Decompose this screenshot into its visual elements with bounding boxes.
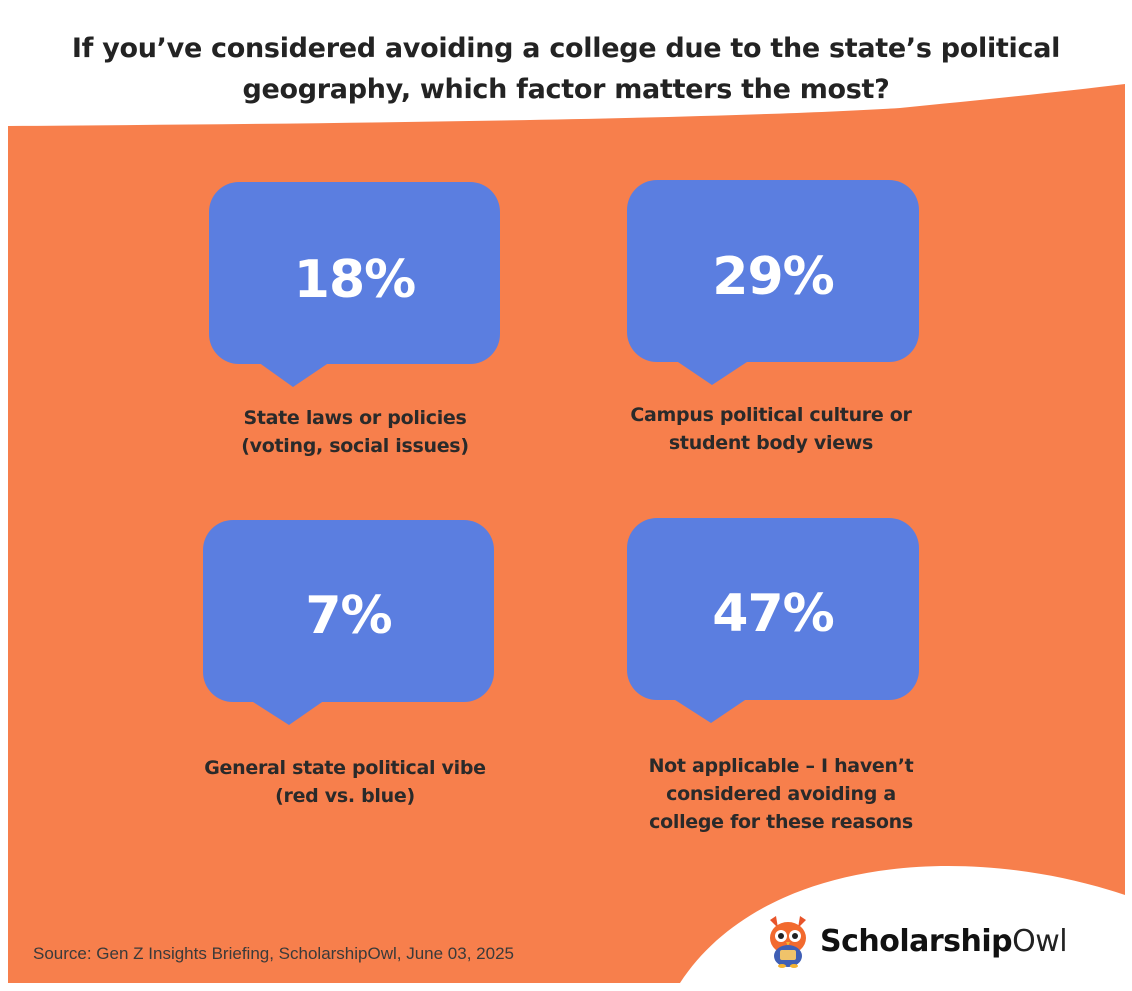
owl-mascot-icon: [770, 916, 806, 968]
orange-panel: [8, 84, 1125, 983]
category-label-4-line-1: Not applicable – I haven’t: [648, 755, 914, 777]
scholarshipowl-logo: ScholarshipOwl: [766, 913, 1068, 969]
bubble-4: [627, 518, 919, 723]
category-label-3-line-2: (red vs. blue): [275, 785, 415, 807]
category-label-4-line-3: college for these reasons: [649, 811, 913, 833]
title-line-1: If you’ve considered avoiding a college …: [71, 33, 1061, 64]
category-label-2-line-1: Campus political culture or: [630, 404, 912, 426]
title-line-2: geography, which factor matters the most…: [242, 74, 890, 105]
value-label-4: 47%: [712, 584, 834, 644]
bubble-1: [209, 182, 500, 387]
value-label-1: 18%: [293, 250, 416, 310]
source-note: Source: Gen Z Insights Briefing, Scholar…: [33, 944, 514, 963]
category-label-3-line-1: General state political vibe: [204, 757, 486, 779]
value-label-2: 29%: [712, 247, 834, 307]
category-label-2: Campus political culture or student body…: [556, 401, 986, 457]
category-label-1-line-2: (voting, social issues): [241, 435, 469, 457]
category-label-1: State laws or policies (voting, social i…: [140, 404, 570, 460]
logo-wordmark-light: Owl: [1012, 923, 1068, 959]
bubble-3: [203, 520, 494, 725]
category-label-4: Not applicable – I haven’t considered av…: [566, 752, 996, 836]
logo-wordmark: ScholarshipOwl: [820, 923, 1068, 959]
category-label-1-line-1: State laws or policies: [243, 407, 467, 429]
chart-title: If you’ve considered avoiding a college …: [40, 28, 1092, 110]
value-label-3: 7%: [305, 586, 392, 646]
bubble-2: [627, 180, 919, 385]
category-label-3: General state political vibe (red vs. bl…: [130, 754, 560, 810]
logo-wordmark-bold: Scholarship: [820, 923, 1013, 959]
category-label-4-line-2: considered avoiding a: [666, 783, 896, 805]
category-label-2-line-2: student body views: [668, 432, 874, 454]
